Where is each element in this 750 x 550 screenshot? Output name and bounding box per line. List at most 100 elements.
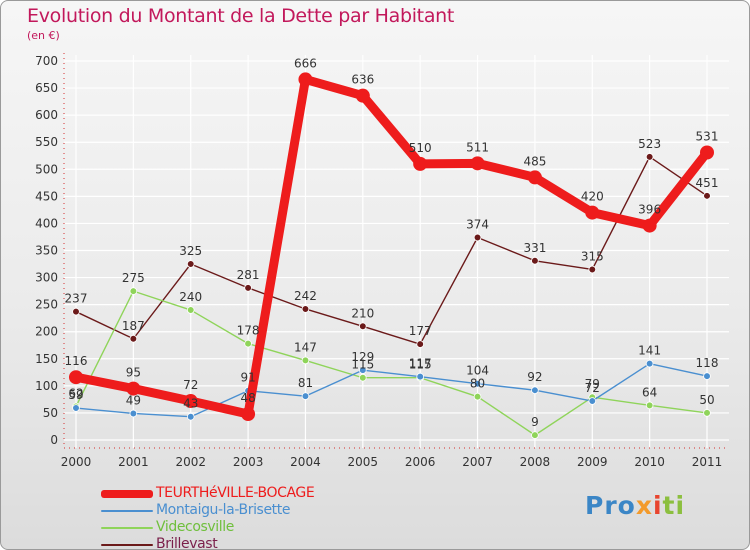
data-label: 666: [294, 56, 317, 70]
grid-layer: [64, 55, 729, 448]
data-label: 115: [409, 358, 432, 372]
data-label: 91: [240, 371, 255, 385]
y-tick-label: 350: [35, 244, 58, 258]
x-tick-label: 2010: [634, 455, 665, 469]
data-label: 420: [581, 190, 604, 204]
data-label: 374: [466, 218, 489, 232]
data-label: 315: [581, 249, 604, 263]
data-point: [359, 366, 367, 374]
data-label: 81: [298, 376, 313, 390]
y-tick-label: 600: [35, 108, 58, 122]
data-point: [473, 233, 482, 242]
y-tick-label: 0: [50, 433, 58, 447]
data-point: [301, 356, 310, 365]
logo-part: x: [635, 491, 653, 520]
y-tick-label: 700: [35, 54, 58, 68]
data-label: 115: [351, 358, 374, 372]
data-point: [470, 156, 485, 171]
data-label: 210: [351, 306, 374, 320]
data-label: 325: [179, 244, 202, 258]
data-label: 80: [470, 377, 485, 391]
data-label: 49: [126, 393, 141, 407]
data-point: [72, 404, 80, 412]
data-point: [700, 145, 714, 160]
data-label: 510: [409, 141, 432, 155]
data-point: [531, 431, 539, 439]
x-tick-label: 2007: [462, 455, 493, 469]
data-point: [129, 287, 138, 295]
data-label: 240: [179, 290, 202, 304]
y-tick-label: 150: [35, 352, 58, 366]
data-label: 275: [122, 271, 145, 285]
data-label: 9: [531, 415, 539, 429]
data-label: 242: [294, 289, 317, 303]
x-tick-label: 2003: [233, 455, 264, 469]
data-label: 62: [68, 386, 83, 400]
x-tick-label: 2005: [348, 455, 379, 469]
data-point: [588, 397, 597, 405]
series-line: [71, 74, 712, 419]
data-label: 118: [696, 356, 719, 370]
data-point: [416, 340, 424, 348]
legend-label: Montaigu-la-Brisette: [156, 502, 291, 518]
y-tick-label: 550: [35, 135, 58, 149]
data-label: 177: [409, 324, 432, 338]
data-point: [355, 88, 370, 103]
data-label: 178: [237, 324, 260, 338]
data-point: [703, 192, 711, 200]
data-label: 95: [126, 366, 141, 380]
data-label-layer: 237 187 325 281 242 210 177 374 331 315 523 451 62 27…: [65, 56, 719, 429]
data-label: 48: [240, 391, 255, 405]
data-point: [129, 409, 138, 418]
x-tick-label: 2008: [520, 455, 551, 469]
y-tick-label: 200: [35, 325, 58, 339]
data-point: [416, 372, 424, 381]
data-label: 116: [65, 354, 88, 368]
y-tick-label: 400: [35, 216, 58, 230]
x-tick-label: 2011: [692, 455, 723, 469]
legend-swatch: [101, 490, 153, 498]
series-line: [75, 290, 708, 436]
proxiti-logo: Proxiti: [585, 491, 685, 520]
y-tick-label: 450: [35, 189, 58, 203]
data-label: 72: [183, 378, 198, 392]
data-label: 129: [351, 350, 374, 364]
data-point: [531, 386, 539, 394]
data-point: [186, 260, 195, 268]
data-label: 43: [183, 397, 198, 411]
data-point: [413, 156, 428, 171]
x-tick-label: 2002: [175, 455, 206, 469]
x-tick-label: 2009: [577, 455, 608, 469]
data-point: [645, 153, 654, 161]
data-point: [473, 379, 482, 388]
data-point: [359, 373, 367, 382]
data-point: [244, 284, 252, 292]
y-tick-label: 250: [35, 298, 58, 312]
x-tick-label: 2001: [118, 455, 149, 469]
data-point: [645, 359, 654, 368]
data-label: 72: [585, 381, 600, 395]
data-point: [244, 339, 252, 348]
data-point: [298, 72, 313, 87]
data-point: [72, 307, 80, 316]
legend-swatch: [101, 544, 153, 546]
data-label: 636: [351, 73, 374, 87]
data-point: [588, 265, 597, 274]
y-tick-label: 100: [35, 379, 58, 393]
data-label: 64: [642, 385, 657, 399]
logo-part: ti: [662, 491, 686, 520]
data-point: [473, 392, 482, 401]
data-label: 523: [638, 137, 661, 151]
data-point: [585, 205, 600, 220]
legend-swatch: [101, 510, 153, 512]
data-point: [301, 392, 310, 400]
series-layer: [69, 72, 714, 439]
data-label: 237: [65, 292, 88, 306]
x-tick-label: 2006: [405, 455, 436, 469]
x-tick-label: 2004: [290, 455, 321, 469]
series-line: [75, 156, 708, 345]
data-point: [359, 322, 367, 331]
data-point: [703, 372, 711, 380]
